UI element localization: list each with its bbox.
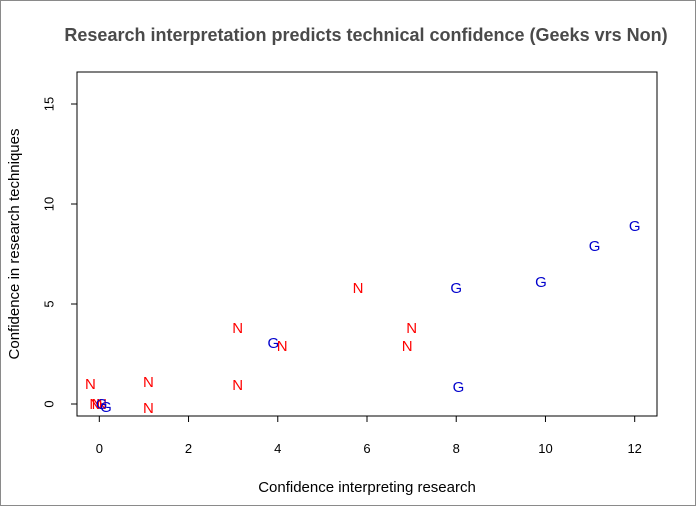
y-axis: 0 5 10 15 xyxy=(41,97,78,408)
data-point-n: N xyxy=(92,396,103,413)
data-point-g: G xyxy=(96,396,108,413)
data-point-n: N xyxy=(143,400,154,417)
data-point-n: N xyxy=(402,338,413,355)
data-point-g: G xyxy=(589,238,601,255)
data-point-n: N xyxy=(353,280,364,297)
x-axis-label: Confidence interpreting research xyxy=(258,479,476,496)
x-tick-label: 2 xyxy=(185,441,192,456)
plot-area-border xyxy=(76,71,658,417)
x-tick-label: 8 xyxy=(453,441,460,456)
data-point-g: G xyxy=(629,218,641,235)
data-point-g: G xyxy=(453,379,465,396)
chart-title: Research interpretation predicts technic… xyxy=(64,25,667,45)
y-tick-label: 0 xyxy=(41,400,56,407)
y-tick-label: 5 xyxy=(41,300,56,307)
y-tick-label: 15 xyxy=(41,97,56,111)
y-tick-label: 10 xyxy=(41,197,56,211)
data-point-g: G xyxy=(100,399,112,416)
x-tick-label: 4 xyxy=(274,441,281,456)
data-point-n: N xyxy=(232,377,243,394)
x-tick-label: 0 xyxy=(96,441,103,456)
x-tick-label: 12 xyxy=(627,441,641,456)
data-point-n: N xyxy=(232,320,243,337)
data-point-g: G xyxy=(535,274,547,291)
x-tick-label: 10 xyxy=(538,441,552,456)
data-point-n: N xyxy=(96,396,107,413)
data-point-n: N xyxy=(89,396,100,413)
data-point-n: N xyxy=(277,338,288,355)
x-axis: 0 2 4 6 8 10 12 xyxy=(96,415,642,456)
data-point-n: N xyxy=(406,320,417,337)
data-point-g: G xyxy=(267,335,279,352)
y-axis-label: Confidence in research techniques xyxy=(6,129,23,360)
data-point-n: N xyxy=(143,374,154,391)
data-point-n: N xyxy=(85,376,96,393)
x-tick-label: 6 xyxy=(363,441,370,456)
data-point-g: G xyxy=(450,280,462,297)
